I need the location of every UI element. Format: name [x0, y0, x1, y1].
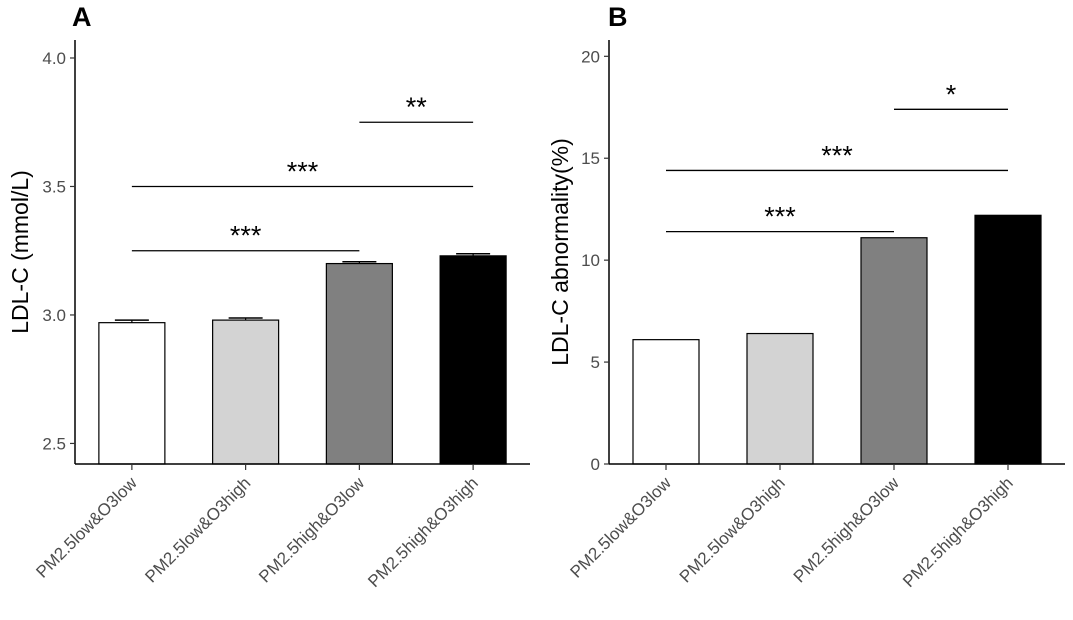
significance-bracket-2: *** — [131, 156, 474, 188]
y-tick-label: 20 — [581, 47, 600, 66]
y-axis-title: LDL-C (mmol/L) — [7, 170, 33, 334]
x-tick-label: PM2.5high&O3low — [255, 473, 369, 587]
significance-bracket-2: *** — [666, 140, 1008, 172]
error-bar-4 — [456, 253, 491, 256]
y-tick-label: 15 — [581, 149, 600, 168]
bar-1 — [98, 322, 166, 465]
significance-bracket-3: * — [894, 79, 1008, 110]
error-bar-3 — [342, 261, 377, 264]
bar-2 — [746, 332, 814, 465]
panel-b: B LDL-C abnormality(%) 0 5 10 15 20 PM2.5low&O3… — [547, 2, 1065, 591]
x-tick-label: PM2.5high&O3low — [790, 473, 904, 587]
x-tick-label: PM2.5low&O3low — [567, 473, 676, 582]
significance-label: *** — [287, 156, 319, 186]
error-bar-1 — [114, 319, 149, 323]
significance-bracket-3: ** — [359, 92, 474, 123]
panel-label: A — [72, 2, 92, 32]
y-tick-label: 0 — [591, 455, 600, 474]
panel-label: B — [608, 2, 628, 32]
significance-label: ** — [406, 92, 428, 122]
bar-1 — [632, 339, 700, 465]
panel-a: A LDL-C (mmol/L) 2.5 3.0 3.5 4.0 PM2.5low&O3lo… — [7, 2, 530, 591]
y-axis-title: LDL-C abnormality(%) — [547, 138, 573, 366]
significance-label: *** — [230, 221, 262, 251]
bar-2 — [212, 319, 280, 465]
y-tick-label: 3.0 — [42, 306, 66, 325]
y-tick-label: 5 — [591, 353, 600, 372]
x-tick-label: PM2.5low&O3high — [141, 473, 254, 586]
bar-3 — [325, 262, 393, 465]
error-bar-2 — [228, 317, 263, 321]
x-tick-label: PM2.5low&O3high — [676, 473, 789, 586]
x-tick-label: PM2.5high&O3high — [899, 473, 1017, 591]
y-tick-label: 2.5 — [42, 434, 66, 453]
y-tick-label: 10 — [581, 251, 600, 270]
bar-4 — [439, 255, 507, 465]
significance-bracket-1: *** — [131, 221, 360, 252]
y-tick-label: 3.5 — [42, 177, 66, 196]
significance-label: *** — [764, 202, 796, 232]
x-tick-label: PM2.5low&O3low — [32, 473, 141, 582]
bar-3 — [860, 237, 928, 465]
significance-label: *** — [821, 140, 853, 170]
significance-bracket-1: *** — [666, 202, 894, 233]
significance-label: * — [946, 79, 957, 109]
y-tick-label: 4.0 — [42, 49, 66, 68]
bar-4 — [974, 214, 1042, 465]
x-tick-label: PM2.5high&O3high — [364, 473, 482, 591]
